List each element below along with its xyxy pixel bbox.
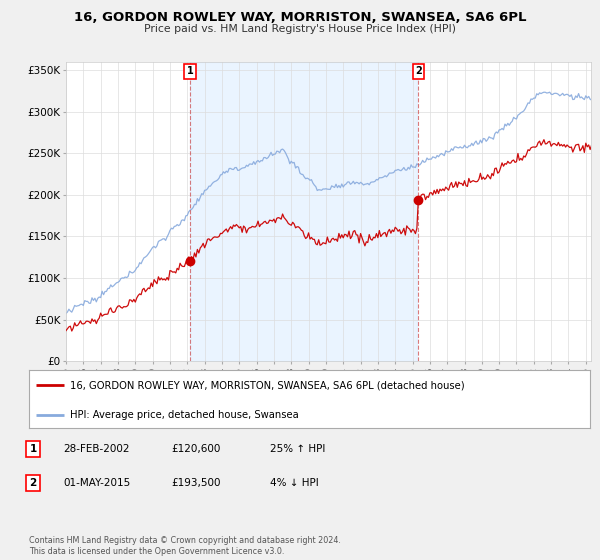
Text: 1: 1 [29,444,37,454]
Text: 2: 2 [29,478,37,488]
Text: £193,500: £193,500 [171,478,221,488]
Text: HPI: Average price, detached house, Swansea: HPI: Average price, detached house, Swan… [70,410,299,421]
Text: Price paid vs. HM Land Registry's House Price Index (HPI): Price paid vs. HM Land Registry's House … [144,24,456,34]
Text: 28-FEB-2002: 28-FEB-2002 [63,444,130,454]
Text: £120,600: £120,600 [171,444,220,454]
Text: 4% ↓ HPI: 4% ↓ HPI [270,478,319,488]
Text: Contains HM Land Registry data © Crown copyright and database right 2024.
This d: Contains HM Land Registry data © Crown c… [29,536,341,556]
Text: 16, GORDON ROWLEY WAY, MORRISTON, SWANSEA, SA6 6PL: 16, GORDON ROWLEY WAY, MORRISTON, SWANSE… [74,11,526,24]
Text: 01-MAY-2015: 01-MAY-2015 [63,478,130,488]
Text: 16, GORDON ROWLEY WAY, MORRISTON, SWANSEA, SA6 6PL (detached house): 16, GORDON ROWLEY WAY, MORRISTON, SWANSE… [70,380,464,390]
Text: 2: 2 [415,66,422,76]
Text: 25% ↑ HPI: 25% ↑ HPI [270,444,325,454]
Text: 1: 1 [187,66,194,76]
